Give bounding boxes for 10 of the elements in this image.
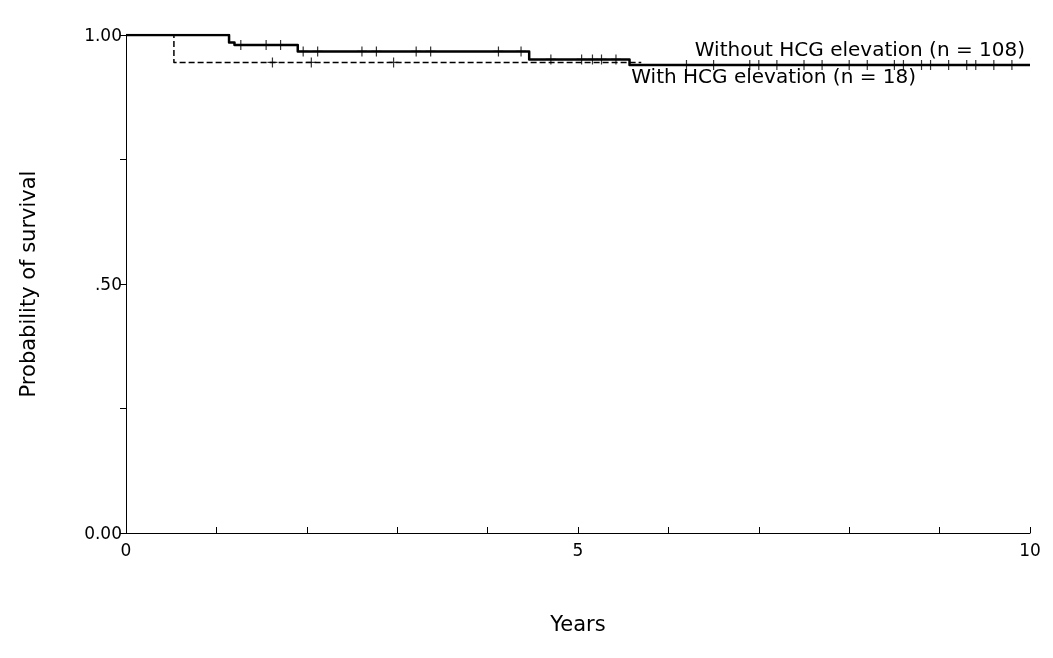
x-tick-label: 5 (572, 539, 584, 560)
series-label: Without HCG elevation (n = 108) (694, 36, 1025, 61)
x-axis-title: Years (549, 611, 606, 636)
x-tick-label: 0 (120, 539, 132, 560)
y-axis-title: Probability of survival (15, 170, 40, 398)
y-tick-label: 1.00 (84, 25, 122, 45)
y-tick-label: 0.00 (84, 523, 122, 543)
y-tick-label: .50 (94, 274, 122, 294)
series-label: With HCG elevation (n = 18) (631, 64, 917, 89)
x-tick-label: 10 (1019, 539, 1041, 560)
